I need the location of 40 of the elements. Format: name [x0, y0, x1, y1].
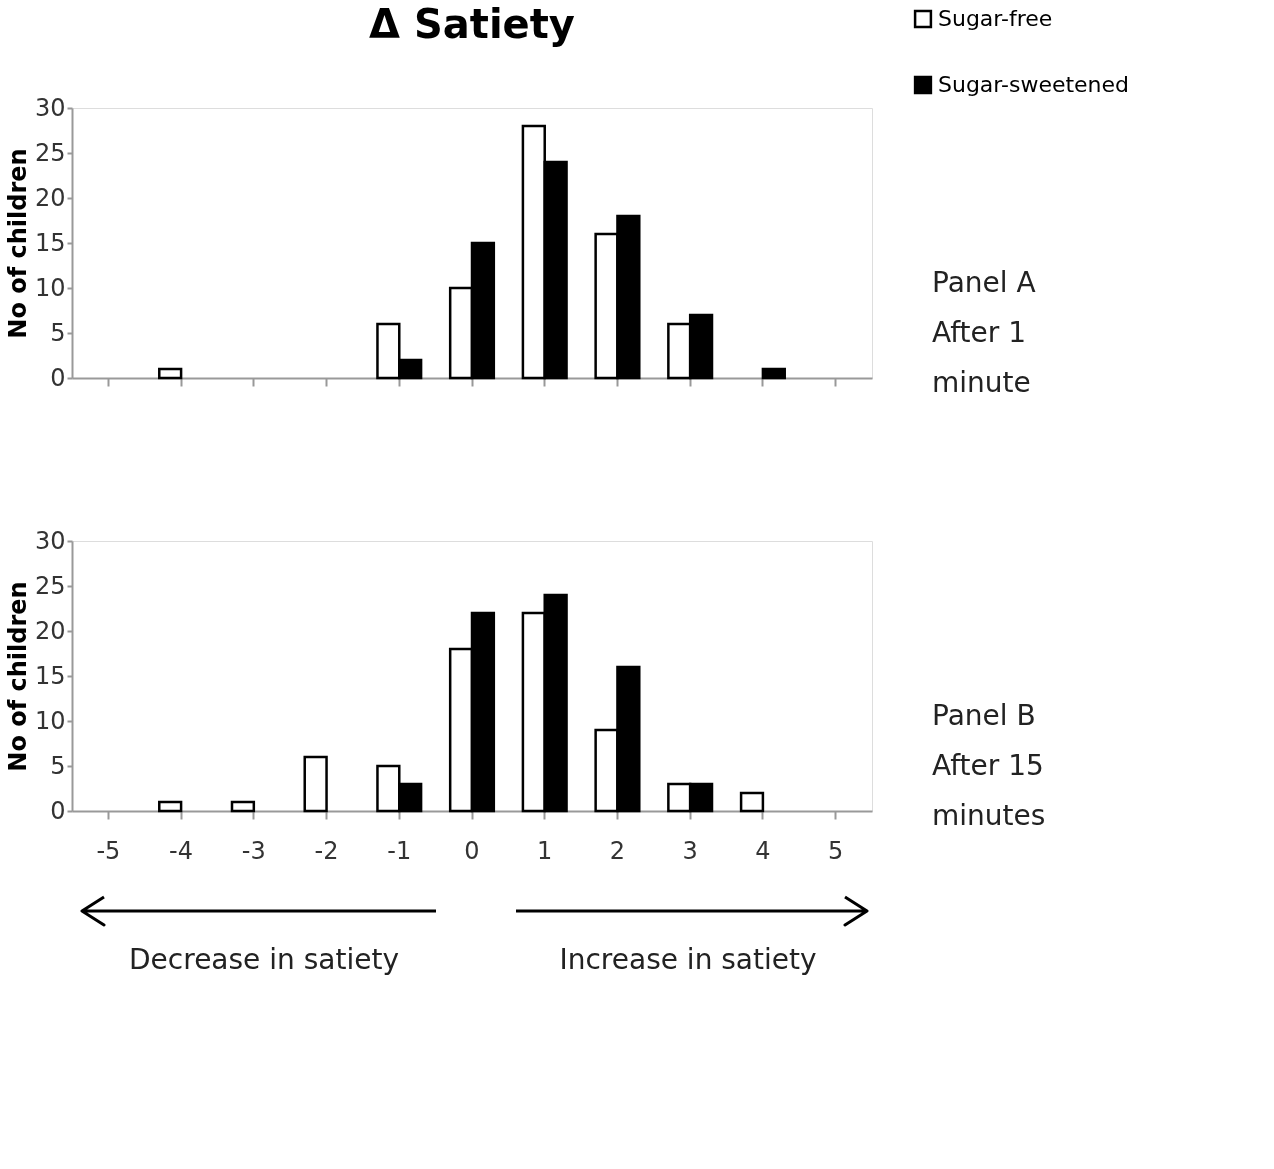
x-tick-label: -4 — [169, 836, 194, 865]
y-tick-label: 10 — [34, 273, 66, 302]
y-tick-label: 30 — [34, 526, 66, 555]
y-tick-label: 10 — [34, 706, 66, 735]
y-tick-label: 25 — [34, 138, 66, 167]
y-axis-title: No of children — [3, 148, 32, 339]
y-tick-label: 20 — [34, 616, 66, 645]
y-tick-label: 5 — [50, 318, 66, 347]
y-tick-label: 15 — [34, 661, 66, 690]
text: Increase in satiety — [559, 943, 817, 976]
y-tick-label: 5 — [50, 751, 66, 780]
x-tick-label: -3 — [241, 836, 266, 865]
bar — [303, 755, 328, 813]
bar — [761, 367, 786, 380]
bar — [158, 367, 183, 380]
text: Panel A After 1 minute — [932, 265, 1036, 399]
x-tick-label: 5 — [828, 836, 844, 865]
x-tick-label: 4 — [755, 836, 771, 865]
y-tick-label: 25 — [34, 571, 66, 600]
x-tick-label: -2 — [314, 836, 339, 865]
x-tick-label: -1 — [387, 836, 412, 865]
bar — [158, 800, 183, 813]
legend-label: Sugar-sweetened — [938, 72, 1130, 97]
y-axis-title: No of children — [3, 581, 32, 772]
x-tick-label: -5 — [96, 836, 121, 865]
x-tick-label: 2 — [609, 836, 626, 865]
y-tick-label: 0 — [50, 363, 66, 392]
y-tick-label: 15 — [34, 228, 66, 257]
text: Panel B After 15 minutes — [932, 698, 1046, 832]
bar — [230, 800, 256, 813]
text: Decrease in satiety — [129, 943, 399, 976]
x-tick-label: 1 — [537, 836, 553, 865]
bar — [739, 791, 765, 813]
x-tick-label: 0 — [464, 836, 480, 865]
y-tick-label: 0 — [50, 796, 66, 825]
y-tick-label: 20 — [34, 183, 66, 212]
legend-label: Sugar-free — [938, 6, 1053, 31]
chart-title: Δ Satiety — [369, 1, 575, 47]
x-tick-label: 3 — [682, 836, 698, 865]
y-tick-label: 30 — [34, 93, 66, 122]
